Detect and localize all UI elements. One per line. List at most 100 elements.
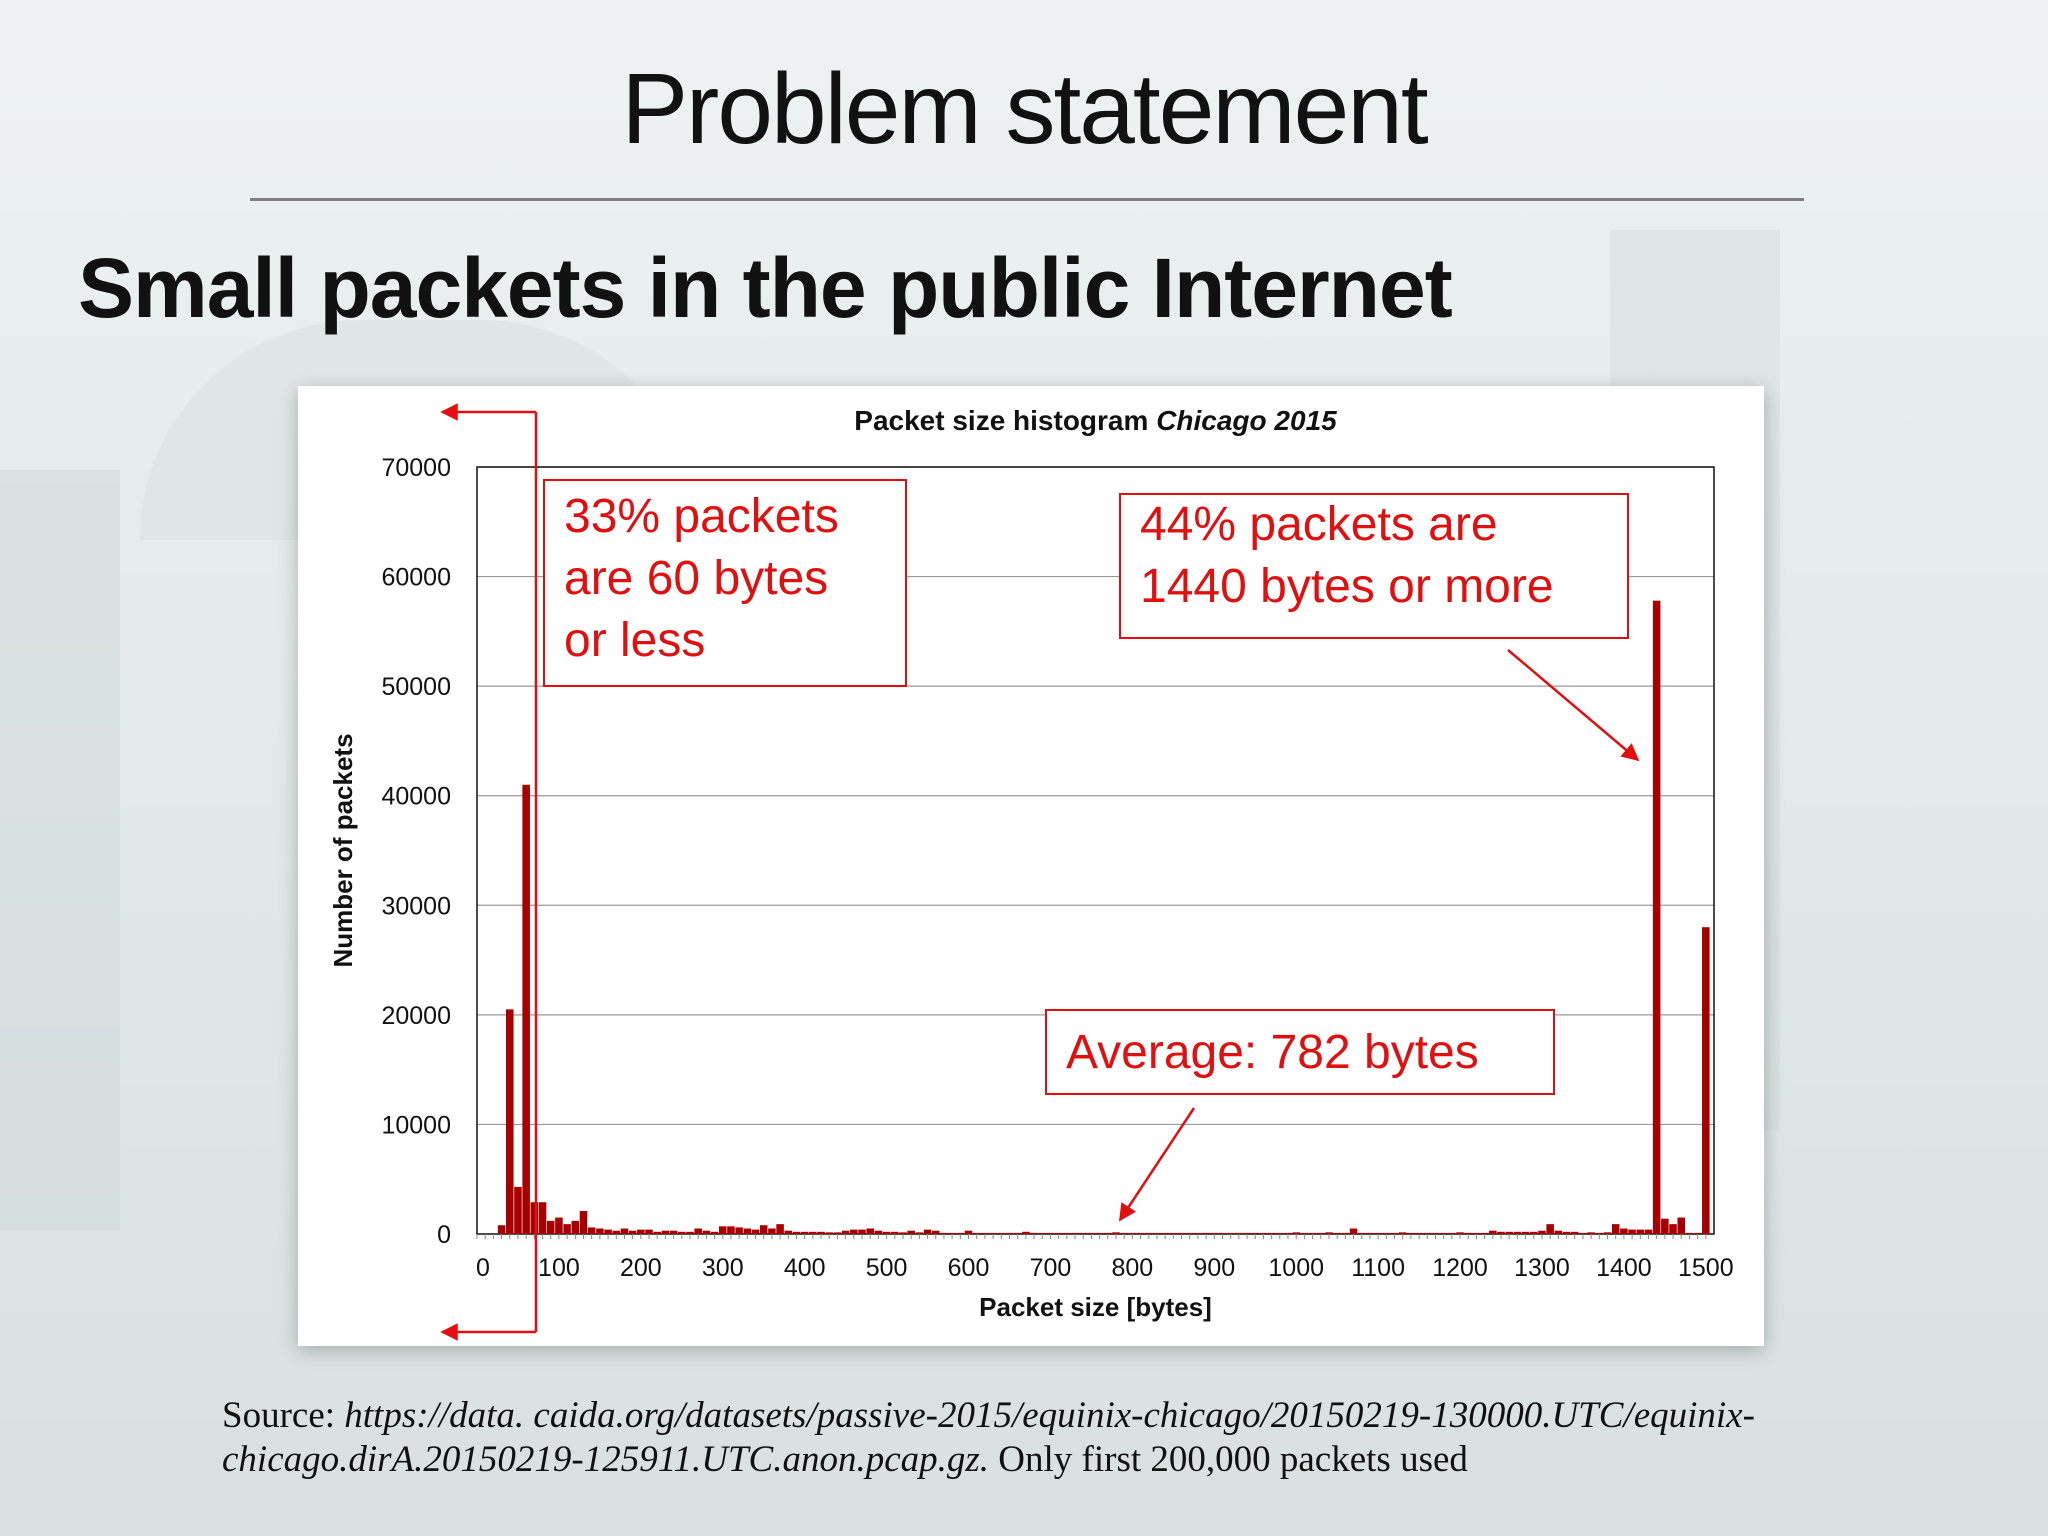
histogram-bar (1579, 1232, 1587, 1234)
histogram-bar (1218, 1232, 1227, 1234)
histogram-bar (800, 1231, 809, 1234)
histogram-bar (579, 1210, 588, 1234)
y-tick-label: 50000 (381, 673, 451, 701)
histogram-bar (1398, 1232, 1407, 1234)
histogram-bar (604, 1229, 612, 1234)
histogram-bar (1448, 1232, 1456, 1234)
histogram-bar (1677, 1217, 1686, 1234)
histogram-bar (1472, 1232, 1481, 1234)
histogram-bar (1636, 1229, 1645, 1234)
histogram-bar (1276, 1232, 1284, 1234)
histogram-bar (997, 1232, 1006, 1234)
histogram-bar (1530, 1231, 1538, 1234)
histogram-bar (874, 1230, 883, 1234)
histogram-bar (1357, 1232, 1366, 1234)
histogram-bar (1349, 1228, 1358, 1234)
histogram-bar (1407, 1232, 1415, 1234)
histogram-bar (1374, 1232, 1382, 1234)
histogram-bar (1022, 1231, 1030, 1234)
histogram-bar (571, 1220, 580, 1234)
histogram-bar (1194, 1232, 1202, 1234)
histogram-bar (1464, 1232, 1473, 1234)
average-arrow (1118, 1107, 1196, 1222)
histogram-bar (546, 1220, 555, 1234)
histogram-bar (1317, 1232, 1325, 1234)
x-tick-label: 200 (620, 1254, 662, 1282)
x-tick-label: 1100 (1351, 1254, 1405, 1282)
y-tick-label: 10000 (381, 1111, 451, 1139)
histogram-bar (792, 1231, 801, 1234)
histogram-bar (825, 1232, 834, 1234)
histogram-bar (661, 1230, 670, 1234)
y-tick-label: 40000 (381, 783, 451, 811)
histogram-bar (1284, 1232, 1292, 1234)
histogram-bar (989, 1232, 997, 1234)
histogram-bar (923, 1229, 932, 1234)
histogram-bar (1267, 1232, 1276, 1234)
histogram-bar (1161, 1232, 1169, 1234)
histogram-bar (530, 1202, 539, 1234)
histogram-bar (563, 1224, 571, 1234)
histogram-bar (1136, 1232, 1145, 1234)
histogram-bar (1341, 1232, 1350, 1234)
histogram-bar (866, 1228, 874, 1234)
histogram-bar (1210, 1232, 1219, 1234)
histogram-bar (1521, 1231, 1530, 1234)
histogram-bar (899, 1232, 907, 1234)
annotation-text: are 60 bytes (564, 552, 828, 605)
histogram-bar (1505, 1231, 1513, 1234)
histogram-bar (596, 1228, 604, 1234)
y-tick-label: 30000 (381, 892, 451, 920)
histogram-bar (1644, 1229, 1653, 1234)
histogram-bar (915, 1232, 924, 1234)
histogram-bar (1153, 1232, 1161, 1234)
histogram-bar (1013, 1232, 1022, 1234)
histogram-bar (882, 1231, 891, 1234)
histogram-bar (931, 1230, 940, 1234)
histogram-bar (759, 1225, 768, 1234)
histogram-bar (1112, 1232, 1120, 1234)
x-tick-label: 400 (784, 1254, 826, 1282)
x-tick-label: 1200 (1432, 1254, 1488, 1282)
annotation-text: 33% packets (564, 490, 839, 543)
packet-size-histogram: 0 10000 20000 30000 40000 50000 60000 70000 0 100… (328, 403, 1734, 1341)
annotation-box (543, 479, 907, 687)
histogram-bar (1685, 1232, 1694, 1234)
x-tick-label: 1400 (1596, 1254, 1652, 1282)
annotation-box (1119, 493, 1629, 639)
slide-title: Problem statement (621, 53, 1428, 165)
histogram-bar (817, 1231, 825, 1234)
histogram-bar (1661, 1218, 1669, 1234)
annotation-text: or less (564, 614, 705, 667)
histogram-bar (891, 1231, 899, 1234)
large-packets-arrow (1507, 649, 1640, 762)
histogram-bar (858, 1229, 866, 1234)
histogram-bar (841, 1230, 850, 1234)
histogram-bar (1120, 1232, 1128, 1234)
histogram-bar (686, 1231, 694, 1234)
histogram-bar (522, 784, 530, 1234)
histogram-bar (1546, 1224, 1554, 1234)
histogram-bar (1587, 1232, 1595, 1234)
y-tick-label: 20000 (381, 1002, 451, 1030)
histogram-bar (718, 1226, 727, 1234)
histogram-bar (1538, 1230, 1546, 1234)
histogram-bar (1390, 1232, 1399, 1234)
histogram-bar (1054, 1232, 1063, 1234)
histogram-bar (907, 1230, 915, 1234)
x-tick-label: 700 (1030, 1254, 1072, 1282)
histogram-bar (1628, 1229, 1636, 1234)
histogram-bar (1513, 1231, 1522, 1234)
histogram-bar (784, 1230, 793, 1234)
histogram-bar (587, 1227, 596, 1234)
histogram-bar (1005, 1232, 1014, 1234)
histogram-bar (1202, 1232, 1210, 1234)
histogram-bar (768, 1228, 776, 1234)
y-tick-label: 60000 (381, 564, 451, 592)
histogram-bar (1603, 1232, 1612, 1234)
source-citation: Source: https://data. caida.org/datasets… (222, 1394, 1942, 1482)
source-prefix: Source: (222, 1395, 345, 1436)
histogram-bar (1087, 1232, 1096, 1234)
annotation-text: 44% packets are (1140, 498, 1498, 551)
chart-title-italic: Chicago 2015 (1156, 405, 1337, 436)
